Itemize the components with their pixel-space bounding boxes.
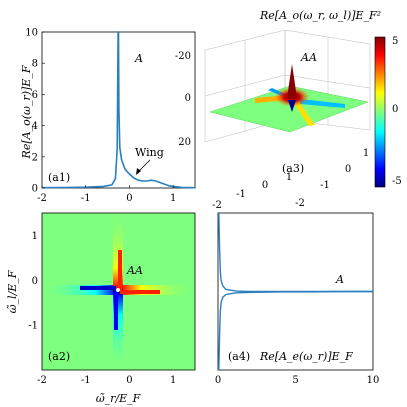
a3-surface-plane [209,85,369,133]
a3-tick-labels: -20 0 20 -2 -1 0 1 -2 -1 0 1 [175,51,369,211]
series-line-0 [41,31,196,189]
series-line-1 [218,290,373,371]
x-tick-label: 5 [292,375,298,386]
a1-wing-arrowhead [136,168,141,175]
x-tick-label: 0 [126,193,132,204]
panel-a3: Re[A_o(ω_r, ω_l)]E_F² -20 0 20 -2 -1 0 1 -2 -1 0 1… [175,9,402,211]
y-tick-label: 4 [32,121,38,132]
a4-panel-label: (a4) [228,350,250,363]
y-tick-label: 1 [32,231,38,242]
colorbar-tick-label: 5 [392,36,398,47]
z-tick-label: -20 [175,51,191,62]
panel-a4: 0 5 10 A (a4) Re[A_e(ω_r)]E_F [215,212,380,386]
x-tick-label: 10 [367,375,380,386]
a2-tick-labels: -2 -1 0 1 -1 0 1 [28,231,176,386]
y-tick-label: 0 [32,184,38,195]
a3-peak-spike [287,64,297,98]
y-tick-label: -1 [320,180,330,191]
x-tick-label: 0 [215,375,221,386]
a4-marks [218,212,373,371]
colorbar-tick-label: -5 [392,176,402,187]
a3-colorbar-ticks: 5 0 -5 [392,36,402,187]
a2-core-red [118,250,122,290]
a3-colorbar [374,36,386,188]
a3-title: Re[A_o(ω_r, ω_l)]E_F² [259,9,381,22]
a2-corner-label: AA [126,264,143,277]
x-tick-label: -2 [37,193,47,204]
a3-ridge-blue [300,99,345,108]
a4-ylabel: Re[A_e(ω_r)]E_F [259,350,353,363]
y-tick-label: 2 [32,152,38,163]
y-tick-label: 0 [32,276,38,287]
z-tick-label: 0 [185,93,191,104]
z-tick-label: 20 [178,137,191,148]
a4-corner-label: A [335,273,344,286]
a2-plot-frame [41,212,196,371]
y-tick-label: -2 [295,198,305,209]
a4-tick-labels: 0 5 10 [215,375,380,386]
a2-singular-point [116,288,120,292]
a1-corner-label: A [134,52,143,65]
x-tick-label: 1 [286,172,292,183]
a3-gridline [284,74,371,89]
a2-core-blue [114,290,118,330]
x-tick-label: 0 [262,180,268,191]
a1-marks [41,31,196,189]
a1-wing-arrow [137,159,151,173]
x-tick-label: -1 [236,189,246,200]
y-tick-label: 10 [25,28,38,39]
x-tick-label: -1 [81,375,91,386]
a2-core-left [80,286,116,290]
y-tick-label: 1 [363,148,369,159]
x-tick-label: 1 [170,193,176,204]
a1-panel-label: (a1) [48,171,70,184]
series-line-0 [218,212,373,293]
a3-dip [288,100,296,112]
a2-core-right [120,290,160,294]
x-tick-label: 0 [126,375,132,386]
a1-wing-annotation: Wing [135,146,164,159]
a2-xlabel: ω̃_r/E_F [96,392,141,405]
x-tick-label: -2 [37,375,47,386]
a3-corner-label: AA [300,51,317,64]
y-tick-label: -1 [28,321,38,332]
a2-ylabel: ω̃_l/E_F [6,270,19,313]
a2-panel-label: (a2) [48,350,70,363]
y-tick-label: 0 [345,164,351,175]
a3-panel-label: (a3) [282,162,304,175]
x-tick-label: -2 [212,200,222,211]
y-tick-label: 6 [32,90,38,101]
x-tick-label: 1 [170,375,176,386]
colorbar-tick-label: 0 [392,104,398,115]
a1-ylabel: Re[A_o(ω_r)]E_F [20,65,33,159]
x-tick-label: -1 [81,193,91,204]
y-tick-label: 8 [32,59,38,70]
panel-a2: -2 -1 0 1 -1 0 1 AA (a2) ω̃_r/E_F ω̃_l/E_F [6,212,196,405]
